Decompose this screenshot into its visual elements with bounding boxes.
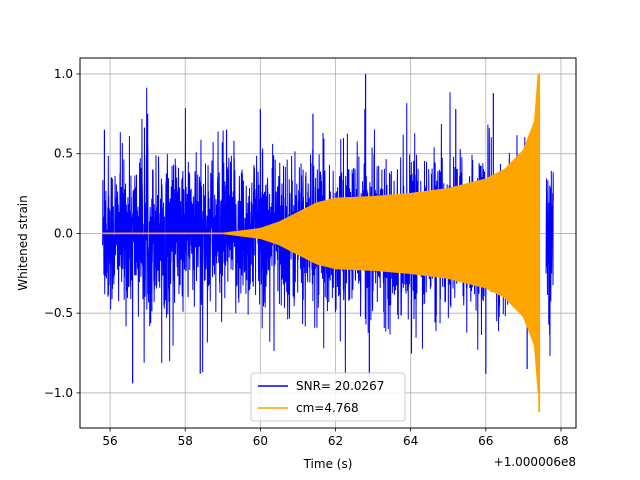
x-tick-label: 60: [253, 434, 268, 448]
x-tick-label: 56: [102, 434, 117, 448]
legend: SNR= 20.0267 cm=4.768: [250, 372, 406, 422]
ticks: 56 58 60 62 64 66 68 −1.0 −0.5 0.0 0.5 1.0: [44, 67, 569, 448]
y-tick-label: 0.0: [54, 226, 73, 240]
legend-label-cm: cm=4.768: [296, 401, 359, 415]
x-tick-label: 58: [178, 434, 193, 448]
legend-box: [250, 372, 406, 422]
x-tick-label: 62: [328, 434, 343, 448]
series-layer: [102, 73, 554, 413]
y-tick-label: −0.5: [44, 306, 73, 320]
x-offset-label: +1.000006e8: [494, 455, 576, 469]
y-tick-label: 0.5: [54, 147, 73, 161]
x-tick-label: 68: [553, 434, 568, 448]
x-axis-label: Time (s): [303, 457, 353, 471]
y-axis-label: Whitened strain: [16, 195, 30, 291]
y-tick-label: −1.0: [44, 386, 73, 400]
series-snr-line: [545, 170, 554, 357]
plot-frame: [79, 57, 577, 429]
x-tick-label: 66: [478, 434, 493, 448]
legend-label-snr: SNR= 20.0267: [296, 379, 384, 393]
x-tick-label: 64: [403, 434, 418, 448]
y-tick-label: 1.0: [54, 67, 73, 81]
